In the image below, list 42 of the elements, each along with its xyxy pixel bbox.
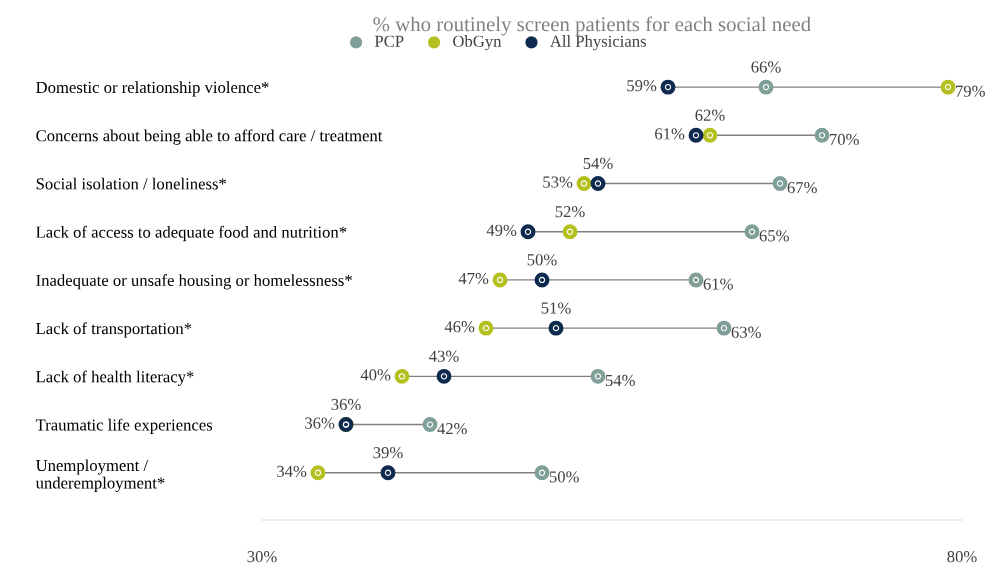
data-label: 62% xyxy=(695,109,725,121)
y-tick-label: Inadequate or unsafe housing or homelessness* xyxy=(36,274,352,290)
y-tick-label: Unemployment / underemployment* xyxy=(35,459,165,493)
y-tick-label: Concerns about being able to afford care / treatment xyxy=(36,129,383,145)
y-tick-label: Traumatic life experiences xyxy=(35,418,213,434)
data-label: 52% xyxy=(555,205,585,218)
y-tick-label: Domestic or relationship violence* xyxy=(36,81,269,97)
data-label: 61% xyxy=(703,278,733,290)
data-label: 70% xyxy=(830,133,859,146)
data-label: 50% xyxy=(527,254,557,266)
data-label: 42% xyxy=(437,423,467,435)
data-label: 54% xyxy=(583,157,613,170)
y-tick-label: Lack of health literacy* xyxy=(36,370,194,386)
data-label: 79% xyxy=(956,85,985,97)
data-label: 46% xyxy=(444,321,475,333)
data-label: 36% xyxy=(331,398,361,411)
data-label: 65% xyxy=(759,230,789,242)
data-label: 59% xyxy=(627,80,657,92)
data-label: 50% xyxy=(549,471,579,483)
x-tick-label: 30% xyxy=(247,551,277,563)
data-label: 43% xyxy=(429,350,459,362)
data-label: 53% xyxy=(543,176,573,188)
data-label: 61% xyxy=(655,128,685,140)
x-tick-label: 80% xyxy=(947,551,977,563)
legend-label: ObGyn xyxy=(453,35,502,51)
data-label: 40% xyxy=(360,369,391,381)
data-label: 66% xyxy=(751,61,781,73)
data-label: 63% xyxy=(731,326,761,338)
legend-label: All Physicians xyxy=(549,35,646,51)
data-label: 36% xyxy=(305,417,335,429)
data-label: 51% xyxy=(541,302,571,314)
y-tick-label: Lack of transportation* xyxy=(36,322,192,338)
data-label: 34% xyxy=(277,465,307,477)
data-label: 49% xyxy=(486,224,517,236)
y-tick-label: Social isolation / loneliness* xyxy=(36,177,226,190)
y-tick-label: Lack of access to adequate food and nutrition* xyxy=(36,225,347,242)
data-label: 67% xyxy=(787,182,817,194)
data-label: 39% xyxy=(373,447,403,459)
data-label: 47% xyxy=(458,272,489,285)
data-label: 54% xyxy=(605,374,635,387)
legend-label: PCP xyxy=(374,35,404,47)
chart-title: % who routinely screen patients for each social need xyxy=(373,16,811,36)
